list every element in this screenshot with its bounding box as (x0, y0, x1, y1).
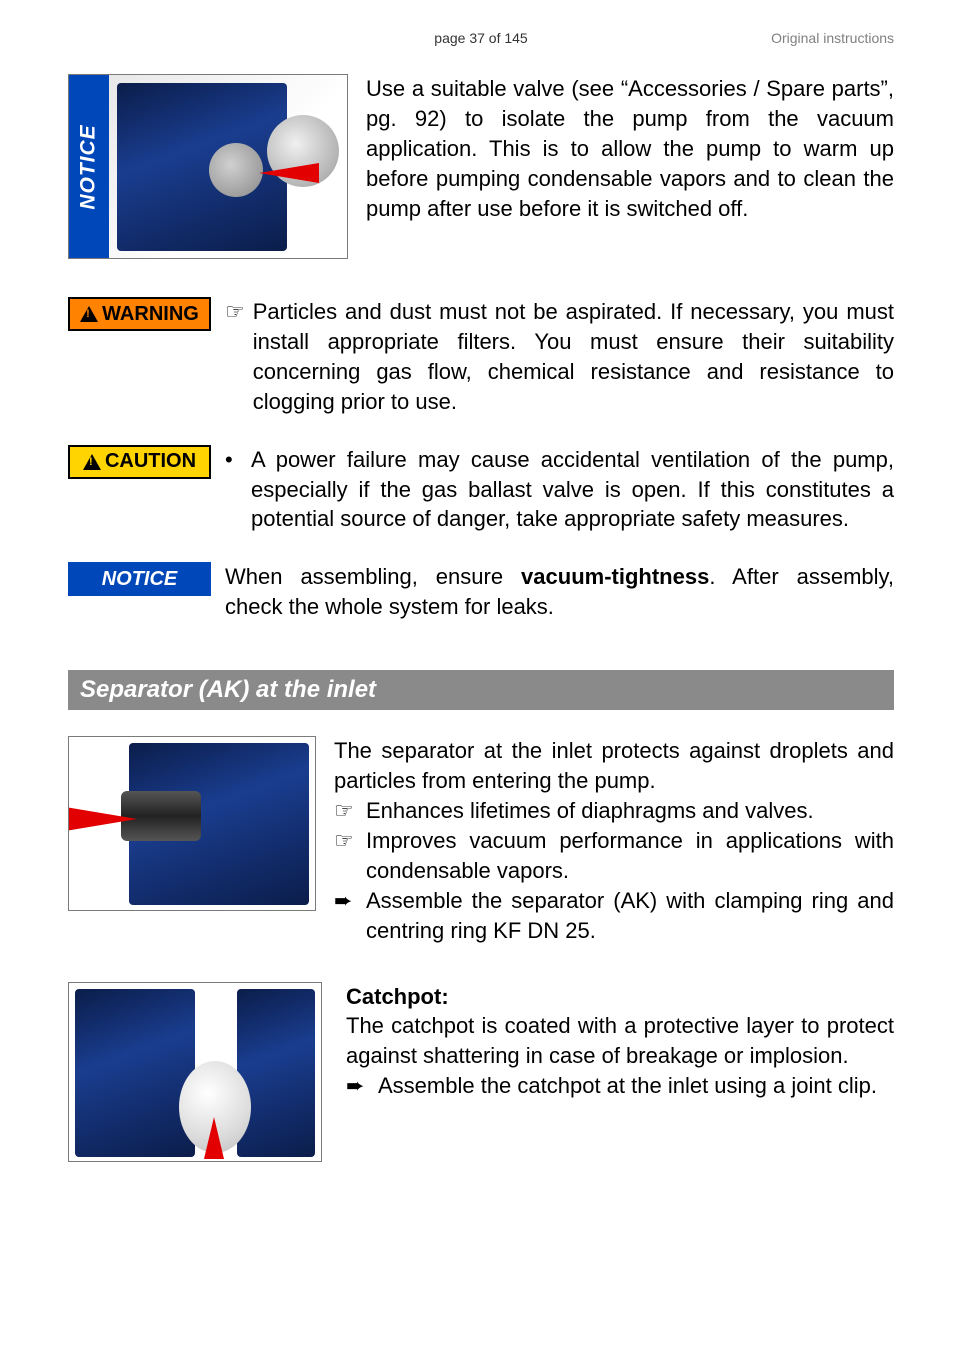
separator-intro: The separator at the inlet protects agai… (334, 736, 894, 796)
warning-badge: WARNING (68, 297, 211, 331)
notice-2-body: When assembling, ensure vacuum-tightness… (225, 562, 894, 622)
separator-b2: Improves vacuum performance in applicati… (366, 826, 894, 886)
separator-b1: Enhances lifetimes of diaphragms and val… (366, 796, 894, 826)
hand-pointer-icon: ☞ (334, 796, 360, 826)
notice-vertical-badge: NOTICE (69, 75, 109, 258)
separator-text: The separator at the inlet protects agai… (334, 736, 894, 945)
catchpot-body: The catchpot is coated with a protective… (346, 1011, 894, 1071)
hand-pointer-icon: ☞ (334, 826, 360, 886)
catchpot-b1: Assemble the catchpot at the inlet using… (378, 1071, 894, 1101)
catchpot-heading: Catchpot: (346, 982, 894, 1012)
red-arrow-icon (204, 1117, 224, 1159)
notice-2-text-pre: When assembling, ensure (225, 564, 521, 589)
caution-label: CAUTION (105, 450, 196, 473)
arrow-icon: ➨ (346, 1071, 372, 1101)
warning-label: WARNING (102, 303, 199, 326)
notice-label: NOTICE (102, 568, 178, 591)
notice-2-text-bold: vacuum-tightness (521, 564, 709, 589)
header-right-label: Original instructions (528, 30, 894, 46)
warning-triangle-icon (80, 306, 98, 322)
separator-figure (68, 736, 316, 911)
caution-text: A power failure may cause accidental ven… (251, 445, 894, 535)
page-header: page 37 of 145 Original instructions (68, 30, 894, 46)
red-arrow-icon (68, 807, 137, 831)
notice-badge: NOTICE (68, 562, 211, 596)
caution-badge: CAUTION (68, 445, 211, 479)
header-left-spacer (68, 30, 434, 46)
notice-block-1: NOTICE Use a suitable valve (see “Access… (68, 74, 894, 259)
catchpot-figure (68, 982, 322, 1162)
warning-text: Particles and dust must not be aspirated… (253, 297, 894, 417)
page-number: page 37 of 145 (434, 30, 527, 46)
separator-b3: Assemble the separator (AK) with clampin… (366, 886, 894, 946)
warning-block: WARNING ☞ Particles and dust must not be… (68, 297, 894, 417)
pump-illustration (109, 75, 347, 258)
caution-triangle-icon (83, 454, 101, 470)
separator-block: The separator at the inlet protects agai… (68, 736, 894, 945)
caution-body: • A power failure may cause accidental v… (225, 445, 894, 535)
notice-1-text: Use a suitable valve (see “Accessories /… (366, 74, 894, 259)
hand-pointer-icon: ☞ (225, 297, 245, 417)
catchpot-block: Catchpot: The catchpot is coated with a … (68, 982, 894, 1162)
notice-block-2: NOTICE When assembling, ensure vacuum-ti… (68, 562, 894, 622)
arrow-icon: ➨ (334, 886, 360, 946)
bullet-dot-icon: • (225, 445, 243, 535)
pump-valve-figure: NOTICE (68, 74, 348, 259)
red-arrow-icon (259, 163, 319, 183)
caution-block: CAUTION • A power failure may cause acci… (68, 445, 894, 535)
section-heading: Separator (AK) at the inlet (68, 670, 894, 710)
catchpot-text: Catchpot: The catchpot is coated with a … (346, 982, 894, 1162)
warning-body: ☞ Particles and dust must not be aspirat… (225, 297, 894, 417)
notice-vertical-label-text: NOTICE (77, 124, 101, 209)
